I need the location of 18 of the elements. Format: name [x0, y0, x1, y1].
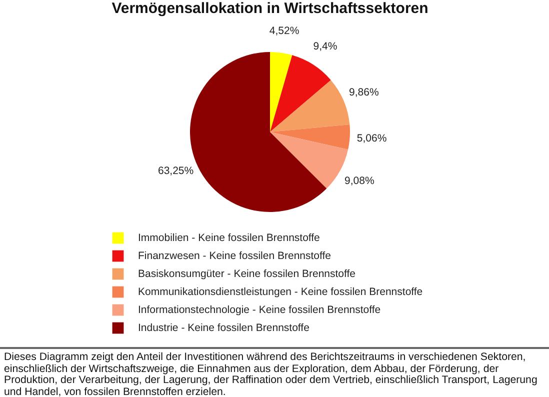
legend-label: Informationstechnologie - Keine fossilen Brennstoffe	[138, 304, 381, 316]
data-label: 9,86%	[349, 86, 379, 98]
data-label: 9,4%	[313, 40, 338, 52]
legend-label: Basiskonsumgüter - Keine fossilen Brennstoffe	[138, 268, 356, 280]
pie-slice	[270, 55, 331, 132]
data-label: 9,08%	[344, 175, 374, 188]
legend-label: Kommunikationsdienstleistungen - Keine fossilen Brennstoffe	[138, 286, 423, 298]
pie-slice	[270, 80, 350, 132]
data-label: 5,06%	[356, 132, 387, 144]
pie-slice	[270, 124, 350, 150]
text: Dieses Diagramm zeigt den Anteil der Investitionen während des Berichtszeitraums in verschiedenen Sektoren, einschließlich der Wirtschaftszweige, die Einnahmen aus der Exploration, dem Abbau, der Förderung, der Produktion, der Verarbeitung, der Lagerung, der Raffination oder dem Vertrieb, einschließlich Transport, Lagerung und Handel, von fossilen Brennstoffen erzielen.	[0, 347, 549, 397]
chart-title: Vermögensallokation in Wirtschaftssektoren	[112, 0, 428, 18]
data-label: 63,25%	[158, 165, 194, 178]
pie-slice	[270, 52, 292, 132]
legend-label: Industrie - Keine fossilen Brennstoffe	[138, 322, 310, 334]
legend-label: Immobilien - Keine fossilen Brennstoffe	[138, 232, 320, 244]
data-label: 4,52%	[269, 25, 300, 38]
legend-label: Finanzwesen - Keine fossilen Brennstoffe	[138, 250, 332, 262]
